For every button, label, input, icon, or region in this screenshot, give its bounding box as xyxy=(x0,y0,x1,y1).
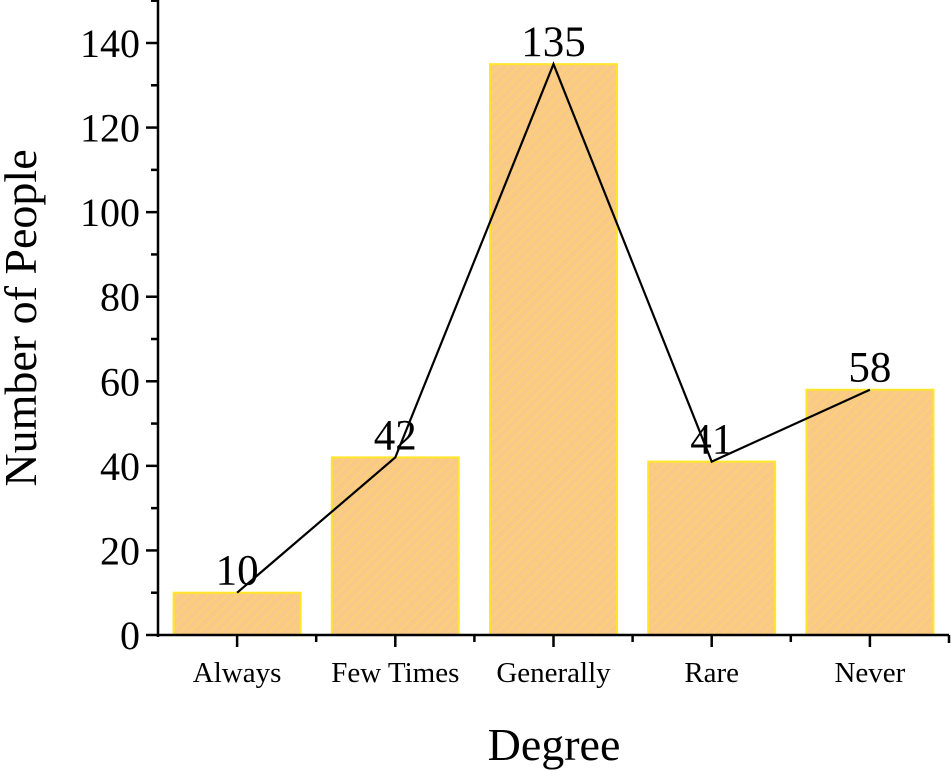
bar-always xyxy=(172,591,302,637)
data-label: 42 xyxy=(374,412,417,459)
trend-line-group xyxy=(236,61,871,594)
x-category-label: Generally xyxy=(496,657,611,689)
bar-few-times xyxy=(330,456,460,636)
x-category-label: Few Times xyxy=(331,657,459,689)
axes-group: 0 20 40 60 80 100 120 140 Always Few Times General… xyxy=(80,0,951,689)
y-tick-label: 100 xyxy=(80,190,140,235)
x-category-label: Never xyxy=(834,657,905,689)
value-labels-group: 10 42 135 41 58 xyxy=(216,19,892,595)
bar-rare xyxy=(647,460,777,636)
x-category-label: Rare xyxy=(684,657,739,689)
data-label: 135 xyxy=(521,19,586,66)
bar-generally xyxy=(489,63,618,636)
bar-never xyxy=(805,388,935,636)
data-label: 58 xyxy=(848,345,891,392)
y-tick-label: 0 xyxy=(120,613,140,658)
data-label: 10 xyxy=(216,548,259,595)
y-tick-label: 120 xyxy=(80,106,140,151)
data-label: 41 xyxy=(690,417,733,464)
y-tick-label: 40 xyxy=(100,444,140,489)
trend-line xyxy=(236,61,871,594)
y-tick-label: 60 xyxy=(100,359,140,404)
y-axis-title: Number of People xyxy=(0,149,46,486)
y-tick-label: 140 xyxy=(80,21,140,66)
x-category-label: Always xyxy=(193,657,282,689)
y-tick-label: 20 xyxy=(100,528,140,573)
y-tick-label: 80 xyxy=(100,275,140,320)
x-axis-title: Degree xyxy=(488,719,621,770)
